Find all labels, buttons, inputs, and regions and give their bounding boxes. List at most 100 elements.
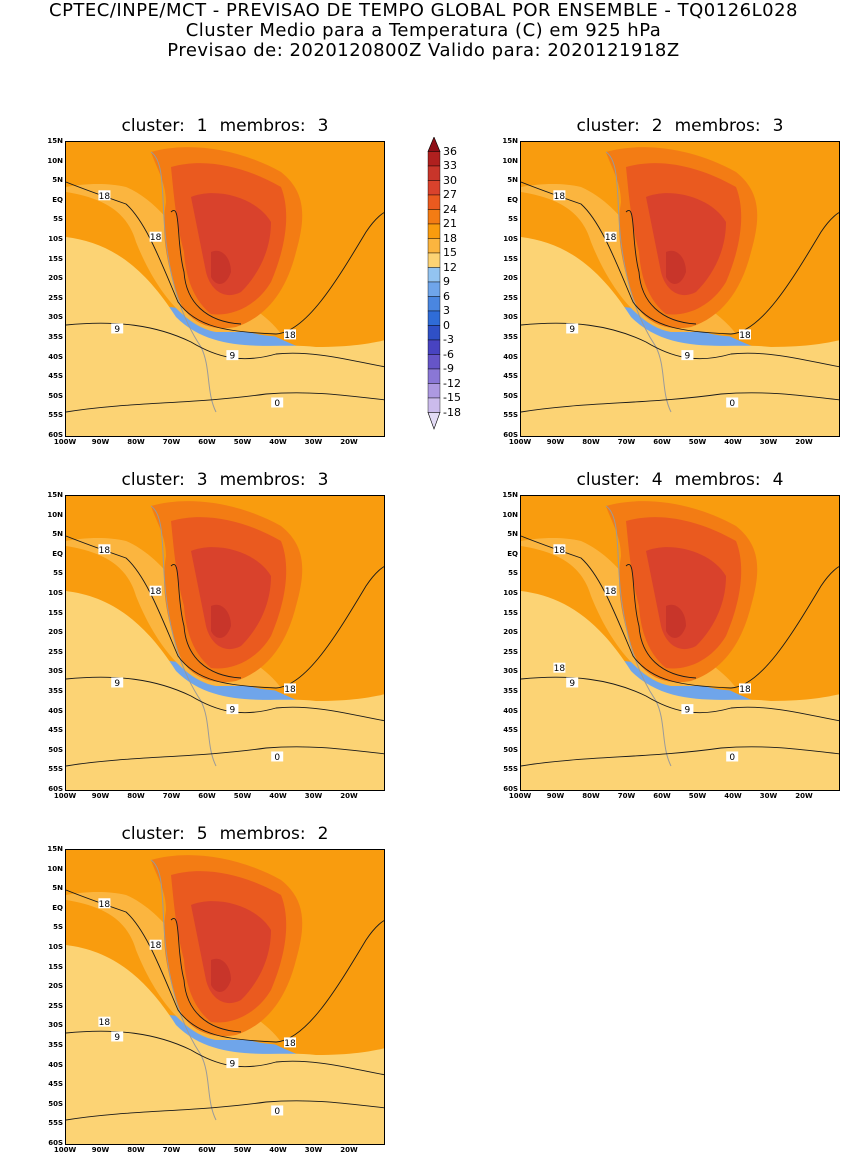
temperature-band-5 bbox=[521, 237, 839, 436]
colorbar-tick-label: 3 bbox=[443, 304, 450, 317]
panel-title: cluster: 1 membros: 3 bbox=[65, 116, 385, 136]
contour-label: 18 bbox=[149, 939, 162, 951]
lon-tick-label: 60W bbox=[198, 792, 216, 800]
members-label: membros: bbox=[674, 116, 761, 136]
colorbar-tick-label: 27 bbox=[443, 188, 457, 201]
colorbar-tick-label: 12 bbox=[443, 260, 457, 274]
lon-tick-label: 70W bbox=[617, 792, 636, 800]
coastline bbox=[150, 859, 217, 1121]
lon-tick-label: 40W bbox=[269, 438, 287, 446]
members-number: 3 bbox=[317, 470, 329, 490]
colorbar-top-triangle bbox=[427, 136, 441, 152]
contour-value: 9 bbox=[114, 679, 120, 689]
contour-label: 18 bbox=[739, 683, 751, 695]
colorbar-swatch bbox=[427, 368, 441, 384]
lon-tick-label: 40W bbox=[724, 438, 742, 446]
cluster-label: cluster: bbox=[576, 116, 640, 136]
lon-tick-label: 90W bbox=[91, 1146, 110, 1154]
lon-tick-label: 30W bbox=[304, 1146, 323, 1154]
colorbar-swatch bbox=[427, 325, 441, 341]
panel-title: cluster: 5 membros: 2 bbox=[65, 824, 385, 844]
lon-tick-label: 30W bbox=[304, 438, 323, 446]
colorbar-bottom-triangle bbox=[427, 412, 441, 430]
contour-label: 9 bbox=[111, 1031, 124, 1043]
colorbar-swatch bbox=[427, 354, 441, 370]
contour-line-3 bbox=[66, 1100, 384, 1121]
contour-label: 18 bbox=[284, 329, 296, 341]
contour-line-1 bbox=[275, 212, 384, 335]
lat-tick-label: 55S bbox=[48, 765, 63, 774]
colorbar-swatch bbox=[427, 296, 441, 312]
lat-tick-label: 10S bbox=[48, 589, 63, 597]
contour-label: 18 bbox=[604, 585, 617, 597]
lat-tick-label: 45S bbox=[48, 726, 63, 735]
lat-tick-label: 25S bbox=[503, 647, 518, 656]
lat-tick-label: 40S bbox=[503, 706, 518, 715]
lat-tick-label: 5N bbox=[507, 530, 518, 539]
colorbar-tick-label: -9 bbox=[443, 362, 454, 375]
lon-tick-label: 70W bbox=[162, 438, 181, 446]
lat-tick-label: 25S bbox=[503, 293, 518, 302]
contour-label: 9 bbox=[226, 1058, 239, 1070]
contour-value: 9 bbox=[114, 325, 120, 335]
contour-label: 18 bbox=[149, 231, 162, 243]
contour-label: 9 bbox=[681, 704, 694, 716]
panel-title: cluster: 3 membros: 3 bbox=[65, 470, 385, 490]
lon-tick-label: 50W bbox=[688, 792, 707, 800]
lat-tick-label: 10N bbox=[502, 156, 518, 165]
cluster-number: 2 bbox=[651, 116, 663, 136]
contour-line-3 bbox=[66, 392, 384, 413]
lon-tick-label: 60W bbox=[198, 438, 216, 446]
contour-label: 0 bbox=[271, 397, 284, 409]
header-subtitle-line: Cluster Medio para a Temperatura (C) em … bbox=[185, 20, 662, 41]
temperature-band-11 bbox=[211, 958, 231, 992]
lon-tick-label: 100W bbox=[53, 1146, 77, 1154]
lat-tick-label: 30S bbox=[48, 667, 63, 676]
contour-label: 9 bbox=[566, 677, 579, 689]
coastline bbox=[605, 151, 672, 413]
contour-value: 0 bbox=[729, 753, 735, 763]
contour-line-2 bbox=[521, 676, 839, 722]
temperature-band-5 bbox=[66, 945, 384, 1144]
lat-tick-label: 60S bbox=[503, 785, 518, 793]
contour-value: 0 bbox=[274, 399, 280, 409]
contour-value: 9 bbox=[230, 352, 236, 362]
cluster-number: 3 bbox=[196, 470, 208, 490]
lat-tick-label: 30S bbox=[503, 313, 518, 322]
lat-tick-label: 15S bbox=[503, 254, 518, 263]
members-label: membros: bbox=[219, 116, 306, 136]
temperature-map: 18 18 9 9 0 18 bbox=[65, 141, 385, 437]
colorbar-swatch bbox=[427, 238, 441, 254]
temperature-band-5 bbox=[521, 591, 839, 790]
lat-tick-label: 25S bbox=[48, 1001, 63, 1010]
temperature-band-11 bbox=[211, 604, 231, 638]
lat-tick-label: 55S bbox=[503, 765, 518, 774]
lon-tick-label: 60W bbox=[198, 1146, 216, 1154]
colorbar-tick-label: 24 bbox=[443, 202, 457, 216]
contour-line-3 bbox=[521, 746, 839, 767]
contour-value: 0 bbox=[729, 399, 735, 409]
coastline bbox=[150, 505, 217, 767]
colorbar-tick-label: 21 bbox=[443, 217, 457, 230]
contour-line-1 bbox=[275, 566, 384, 689]
coastline bbox=[150, 151, 217, 413]
lon-tick-label: 20W bbox=[795, 438, 813, 446]
lat-tick-label: 5N bbox=[507, 176, 518, 185]
lat-tick-label: 60S bbox=[48, 431, 63, 439]
contour-label: 18 bbox=[739, 329, 751, 341]
contour-value: 18 bbox=[284, 685, 296, 695]
lon-tick-label: 80W bbox=[127, 792, 145, 800]
lat-tick-label: 40S bbox=[503, 352, 518, 361]
coastline bbox=[605, 505, 672, 767]
contour-line-1 bbox=[730, 566, 839, 689]
contour-value: 18 bbox=[99, 546, 111, 556]
lon-tick-label: 50W bbox=[233, 438, 252, 446]
colorbar-swatch bbox=[427, 310, 441, 326]
colorbar-tick-label: 15 bbox=[443, 246, 457, 259]
lon-tick-label: 90W bbox=[546, 438, 565, 446]
colorbar-tick-label: 6 bbox=[443, 289, 450, 303]
contour-line-3 bbox=[66, 746, 384, 767]
lat-tick-label: 10N bbox=[47, 864, 63, 873]
lon-tick-label: 100W bbox=[508, 438, 532, 446]
temperature-field-svg: 18 18 9 9 0 18 bbox=[66, 496, 384, 790]
